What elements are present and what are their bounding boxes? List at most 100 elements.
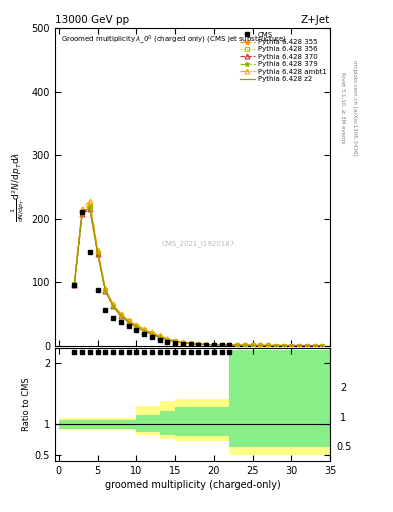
Pythia 6.428 355 — [211, 342, 216, 348]
Pythia 6.428 ambt1 — [305, 343, 309, 349]
Pythia 6.428 355 — [119, 311, 123, 317]
Pythia 6.428 356 — [196, 341, 201, 347]
Pythia 6.428 370 — [188, 340, 193, 347]
Pythia 6.428 356 — [281, 343, 286, 349]
Pythia 6.428 z2 — [235, 342, 239, 348]
Pythia 6.428 z2 — [80, 209, 84, 216]
Pythia 6.428 ambt1 — [289, 343, 294, 349]
CMS — [80, 209, 84, 216]
Pythia 6.428 356 — [235, 342, 239, 348]
CMS — [103, 307, 108, 313]
Pythia 6.428 z2 — [165, 337, 170, 343]
Pythia 6.428 370 — [320, 343, 325, 349]
Pythia 6.428 356 — [258, 343, 263, 349]
Pythia 6.428 370 — [180, 339, 185, 346]
Pythia 6.428 ambt1 — [72, 280, 77, 286]
Pythia 6.428 379 — [165, 336, 170, 343]
Pythia 6.428 z2 — [242, 343, 247, 349]
Pythia 6.428 370 — [250, 343, 255, 349]
Pythia 6.428 379 — [126, 318, 131, 325]
Pythia 6.428 355 — [274, 343, 278, 349]
Pythia 6.428 356 — [165, 336, 170, 343]
CMS — [204, 342, 209, 348]
Line: Pythia 6.428 379: Pythia 6.428 379 — [72, 204, 325, 348]
Pythia 6.428 ambt1 — [320, 343, 325, 349]
Pythia 6.428 356 — [180, 339, 185, 346]
Pythia 6.428 370 — [173, 339, 178, 345]
Pythia 6.428 370 — [196, 341, 201, 347]
Pythia 6.428 356 — [80, 209, 84, 216]
Pythia 6.428 ambt1 — [227, 342, 232, 348]
Pythia 6.428 ambt1 — [211, 342, 216, 348]
Pythia 6.428 z2 — [126, 319, 131, 325]
Pythia 6.428 355 — [250, 343, 255, 349]
Pythia 6.428 370 — [219, 342, 224, 348]
Text: Rivet 3.1.10, ≥ 3M events: Rivet 3.1.10, ≥ 3M events — [340, 72, 345, 143]
Pythia 6.428 355 — [126, 318, 131, 324]
Pythia 6.428 ambt1 — [312, 343, 317, 349]
Pythia 6.428 370 — [289, 343, 294, 349]
Pythia 6.428 355 — [289, 343, 294, 349]
Text: 0.5: 0.5 — [336, 442, 351, 452]
Pythia 6.428 ambt1 — [88, 198, 92, 204]
Pythia 6.428 z2 — [188, 340, 193, 347]
Pythia 6.428 ambt1 — [250, 343, 255, 349]
Pythia 6.428 ambt1 — [111, 301, 116, 307]
Pythia 6.428 356 — [173, 338, 178, 345]
Pythia 6.428 379 — [227, 342, 232, 348]
Pythia 6.428 ambt1 — [281, 343, 286, 349]
Pythia 6.428 370 — [258, 343, 263, 349]
Pythia 6.428 z2 — [219, 342, 224, 348]
Pythia 6.428 z2 — [88, 205, 92, 211]
Pythia 6.428 355 — [188, 340, 193, 347]
CMS — [173, 340, 178, 346]
CMS — [211, 342, 216, 348]
CMS — [142, 330, 147, 336]
Text: Groomed multiplicity$\,\lambda\_0^0$ (charged only) (CMS jet substructure): Groomed multiplicity$\,\lambda\_0^0$ (ch… — [61, 33, 286, 46]
Pythia 6.428 370 — [157, 334, 162, 340]
Pythia 6.428 ambt1 — [196, 341, 201, 347]
Pythia 6.428 z2 — [274, 343, 278, 349]
Pythia 6.428 z2 — [211, 342, 216, 348]
Y-axis label: Ratio to CMS: Ratio to CMS — [22, 378, 31, 431]
Pythia 6.428 370 — [242, 343, 247, 349]
Pythia 6.428 z2 — [312, 343, 317, 349]
Pythia 6.428 z2 — [134, 324, 139, 330]
Pythia 6.428 379 — [180, 339, 185, 346]
Pythia 6.428 355 — [165, 336, 170, 343]
Pythia 6.428 370 — [119, 313, 123, 319]
Pythia 6.428 355 — [95, 248, 100, 254]
Line: Pythia 6.428 370: Pythia 6.428 370 — [72, 207, 325, 348]
Pythia 6.428 370 — [88, 206, 92, 212]
Pythia 6.428 356 — [211, 342, 216, 348]
Pythia 6.428 356 — [188, 340, 193, 347]
Pythia 6.428 379 — [289, 343, 294, 349]
CMS — [111, 315, 116, 322]
Pythia 6.428 355 — [297, 343, 301, 349]
Pythia 6.428 355 — [173, 338, 178, 344]
Pythia 6.428 370 — [312, 343, 317, 349]
Pythia 6.428 356 — [95, 250, 100, 256]
Text: 1: 1 — [340, 413, 346, 423]
Pythia 6.428 356 — [274, 343, 278, 349]
Pythia 6.428 355 — [281, 343, 286, 349]
Pythia 6.428 z2 — [266, 343, 270, 349]
Pythia 6.428 ambt1 — [157, 332, 162, 338]
Pythia 6.428 355 — [258, 343, 263, 349]
Pythia 6.428 356 — [119, 312, 123, 318]
CMS — [196, 342, 201, 348]
Pythia 6.428 379 — [320, 343, 325, 349]
Pythia 6.428 355 — [196, 341, 201, 347]
Pythia 6.428 355 — [134, 322, 139, 328]
Pythia 6.428 379 — [266, 343, 270, 349]
Pythia 6.428 355 — [320, 343, 325, 349]
Text: 2: 2 — [340, 382, 346, 393]
Pythia 6.428 370 — [149, 331, 154, 337]
Pythia 6.428 355 — [312, 343, 317, 349]
Pythia 6.428 z2 — [111, 303, 116, 309]
Pythia 6.428 355 — [142, 327, 147, 333]
CMS — [227, 343, 232, 349]
CMS — [126, 323, 131, 329]
Pythia 6.428 379 — [211, 342, 216, 348]
Pythia 6.428 379 — [242, 342, 247, 348]
